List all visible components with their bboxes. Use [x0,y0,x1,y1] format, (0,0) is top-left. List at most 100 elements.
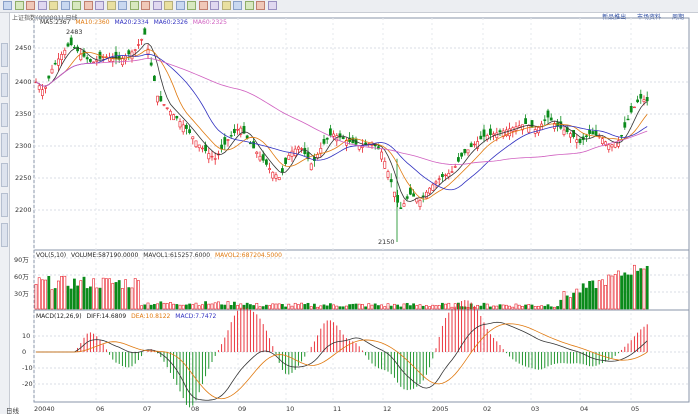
candle-body [373,144,377,147]
macd-tick: 10 [22,332,31,340]
info-icon[interactable] [187,1,196,10]
left-tab-4[interactable] [1,163,8,187]
volume-bar [197,305,201,310]
volume-bar [137,280,140,310]
volume-bar [581,283,585,310]
zoom-out-icon[interactable] [95,1,104,10]
candle-body [492,133,496,136]
candle-body [284,157,288,164]
candle-body [226,139,230,141]
volume-bar [405,302,409,310]
left-tab-0[interactable] [1,43,8,67]
candle-body [594,130,598,136]
volume-bar [332,304,336,310]
date-tick: 20040 [34,405,55,413]
cursor-icon[interactable] [175,1,185,10]
back-icon[interactable] [14,1,24,10]
candle-body [242,125,246,134]
tools-icon[interactable] [256,1,265,10]
volume-bar [162,302,166,310]
volume-bar [92,278,96,310]
candle-body [50,68,54,74]
f10-icon[interactable] [210,1,219,10]
candle-body [620,135,624,137]
volume-bar [364,306,368,310]
candle-icon[interactable] [49,1,58,10]
volume-bar [306,302,310,310]
volume-bar [76,285,80,310]
volume-bar [444,303,448,310]
save-icon[interactable] [152,1,162,10]
candle-body [463,148,467,154]
candle-body [610,144,614,148]
candle-body [137,44,140,46]
volume-bar [546,304,550,310]
macd-legend: MACD(12,26,9) DIFF:14.6809 DEA:10.8122 M… [36,313,219,320]
price-tick: 2300 [15,142,32,150]
candle-body [92,61,96,64]
volume-bar [316,306,320,310]
print-icon[interactable] [141,1,150,10]
volume-bar [626,274,630,310]
left-tab-2[interactable] [1,103,8,127]
refresh-icon[interactable] [118,1,127,10]
left-tab-5[interactable] [1,193,8,217]
volume-bar [482,302,486,310]
line-icon[interactable] [60,1,70,10]
candle-body [376,146,380,150]
candle-body [325,137,329,140]
news-icon[interactable] [198,1,208,10]
candle-body [178,121,182,128]
legend-ma5: MA5:2367 [40,19,71,26]
date-tick: 日线 [6,407,19,415]
volume-bar [114,282,118,310]
volume-bar [220,304,224,310]
layout-icon[interactable] [244,1,254,10]
volume-bar [105,278,108,310]
volume-bar [392,303,396,310]
help-icon[interactable] [267,1,277,10]
date-tick: 2005 [432,405,449,413]
legend-mavol2: MAVOL2:687204.5000 [215,252,282,259]
candle-body [626,118,630,121]
volume-bar [492,305,496,310]
volume-bar [89,286,92,310]
volume-bar [156,303,160,310]
volume-bar [517,304,521,310]
volume-bar [178,304,182,310]
volume-bar [159,301,163,310]
candle-body [207,153,211,160]
volume-bar [169,302,172,310]
volume-bar [277,303,281,310]
candle-body [63,49,67,55]
window-icon[interactable] [233,1,242,10]
chart-icon[interactable] [37,1,47,10]
left-tab-1[interactable] [1,73,8,97]
candle-body [223,137,227,145]
volume-bar [229,305,233,310]
home-icon[interactable] [3,1,12,10]
draw-icon[interactable] [164,1,173,10]
candle-body [530,120,534,128]
zoom-in-icon[interactable] [83,1,93,10]
volume-bar [520,305,524,310]
left-tab-3[interactable] [1,133,8,157]
search-icon[interactable] [221,1,231,10]
bar-icon[interactable] [72,1,81,10]
volume-bar [172,303,176,310]
left-tab-6[interactable] [1,223,8,247]
volume-bar [328,303,332,310]
candle-body [434,181,438,184]
candle-body [562,129,566,135]
settings-icon[interactable] [129,1,139,10]
volume-bar [44,279,48,310]
volume-bar [533,306,537,310]
candle-body [600,138,604,144]
candle-body [476,141,480,149]
forward-icon[interactable] [26,1,35,10]
grid-icon[interactable] [106,1,116,10]
volume-bar [127,287,131,310]
dea-line [36,323,648,400]
volume-bar [600,279,604,310]
